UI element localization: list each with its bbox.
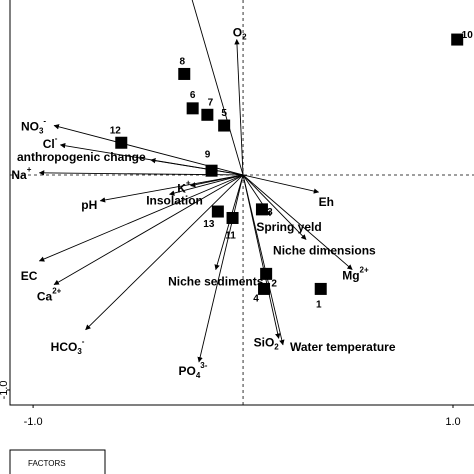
factor-label-sup: -: [55, 134, 58, 143]
site-label: 6: [190, 90, 196, 101]
site-label: 1: [316, 300, 322, 311]
factor-label: SiO2: [254, 336, 280, 352]
factor-arrow: [38, 174, 244, 262]
x-tick-label: -1.0: [24, 416, 43, 428]
legend-box: [9, 449, 106, 474]
factor-label-text: EC: [21, 269, 38, 283]
site-point: [211, 205, 224, 218]
factor-label-sup: 2+: [52, 287, 61, 296]
site-point: [205, 164, 218, 177]
factor-label: Eh: [319, 195, 334, 209]
factor-label-sub: 4: [196, 371, 201, 380]
factor-arrow: [99, 174, 244, 203]
site-point: [178, 67, 191, 80]
factor-label-text: Na: [11, 168, 27, 182]
factor-label-sup: 2+: [360, 266, 369, 275]
factor-label-sup: -: [43, 117, 46, 126]
factor-label: Niche dimensions: [273, 244, 376, 258]
site-label: 2: [271, 279, 277, 290]
factor-label-text: Spring yeld: [256, 220, 321, 234]
site-point: [314, 282, 327, 295]
factor-label-sup: 3-: [200, 361, 207, 370]
factor-label-text: NO: [21, 120, 39, 134]
factor-label-text: Water temperature: [290, 340, 396, 354]
factor-arrow: [242, 174, 320, 194]
factor-label: PO43-: [178, 361, 207, 380]
site-label: 9: [205, 149, 211, 160]
factor-label-text: K: [177, 182, 186, 196]
site-point: [201, 108, 214, 121]
factor-label: O2: [233, 26, 247, 42]
factor-label-text: SiO: [254, 336, 275, 350]
factor-label: pH: [81, 198, 97, 212]
site-point: [218, 119, 231, 132]
factor-arrow: [53, 174, 244, 286]
factor-arrow: [242, 174, 307, 240]
factor-label-text: pH: [81, 198, 97, 212]
factor-label-text: Niche dimensions: [273, 244, 376, 258]
factor-label: Cl-: [43, 134, 58, 151]
factor-label-sub: 2: [274, 342, 279, 351]
factor-arrow: [242, 174, 285, 346]
factor-arrow: [234, 39, 244, 176]
factor-arrow: [190, 174, 244, 188]
factor-label-sub: 2: [242, 33, 247, 42]
factor-label: Niche sediments: [168, 275, 264, 289]
factor-label: NO3-: [21, 117, 46, 136]
site-point: [260, 267, 273, 280]
site-point: [258, 282, 271, 295]
site-point: [226, 211, 239, 224]
site-point: [451, 33, 464, 46]
factor-arrow: [85, 174, 244, 331]
factor-label: Mg2+: [342, 266, 369, 283]
site-point: [255, 203, 268, 216]
site-point: [115, 136, 128, 149]
factor-label-text: PO: [178, 364, 195, 378]
factor-arrow: [169, 174, 244, 196]
site-point: [186, 102, 199, 115]
factor-label: K+: [177, 179, 191, 196]
factor-label-text: Cl: [43, 137, 55, 151]
factor-label-text: Eh: [319, 195, 334, 209]
site-label: 10: [462, 30, 474, 41]
factor-label-text: anthropogenic change: [17, 150, 146, 164]
legend-title: FACTORS: [28, 459, 66, 468]
factor-label-sub: 3: [39, 127, 44, 136]
site-label: 11: [225, 231, 236, 242]
factor-label: Water temperature: [290, 340, 396, 354]
factor-label-text: Ca: [37, 290, 53, 304]
factor-arrow: [150, 158, 244, 176]
factor-label: Insolation: [146, 194, 203, 208]
site-label: 8: [179, 57, 185, 68]
factor-label: Ca2+: [37, 287, 62, 304]
factor-label-text: O: [233, 26, 242, 40]
factor-arrow: [197, 174, 244, 363]
site-label: 5: [221, 108, 227, 119]
x-tick-label: 1.0: [445, 416, 460, 428]
site-label: 4: [253, 294, 259, 305]
factor-label: Spring yeld: [256, 220, 321, 234]
factor-label: Na+: [11, 165, 31, 182]
factor-label: HCO3-: [51, 337, 85, 356]
factor-label-sup: -: [82, 337, 85, 346]
factor-label-text: Mg: [342, 269, 359, 283]
factor-label-sup: +: [27, 165, 32, 174]
factor-arrow: [242, 174, 353, 270]
factor-label-sub: 3: [77, 347, 82, 356]
site-label: 13: [203, 219, 215, 230]
factor-label-sup: +: [186, 179, 191, 188]
plot-frame: [9, 0, 474, 406]
site-label: 3: [267, 207, 273, 218]
site-label: 7: [208, 97, 214, 108]
factor-label-text: HCO: [51, 340, 78, 354]
y-tick-label: -1.0: [0, 380, 10, 399]
factor-arrow: [191, 0, 244, 176]
site-label: 12: [110, 125, 122, 136]
factor-label-text: Insolation: [146, 194, 203, 208]
factor-label: EC: [21, 269, 38, 283]
factor-label: anthropogenic change: [17, 150, 146, 164]
factor-label-text: Niche sediments: [168, 275, 264, 289]
